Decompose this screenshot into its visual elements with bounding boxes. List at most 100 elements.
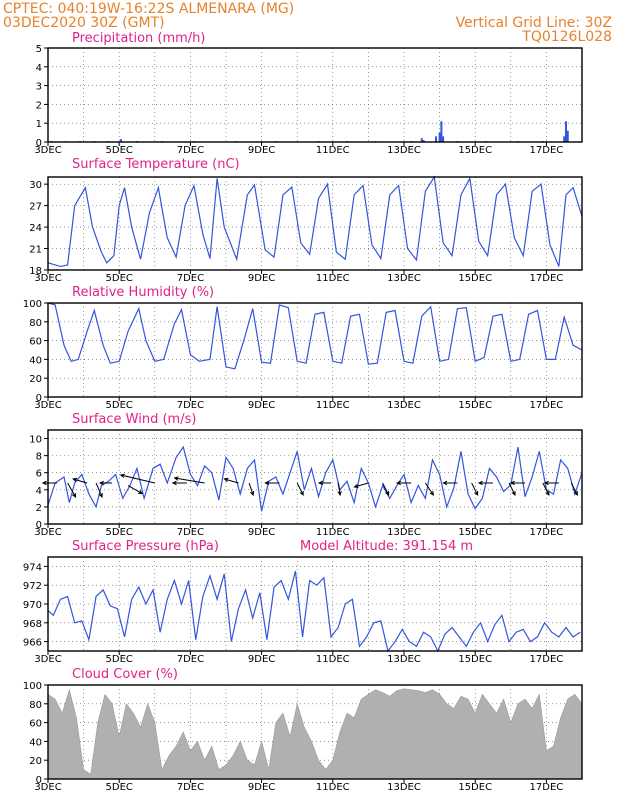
wind-arrow [477,480,493,486]
panel-frame [47,684,583,780]
y-tick-label: 970 [23,600,42,611]
x-tick-label: 11DEC [316,654,350,665]
x-tick-label: 3DEC [34,782,61,793]
panel-title-precip: Precipitation (mm/h) [72,31,205,46]
panel-frame [47,429,583,525]
x-tick-label: 17DEC [530,400,564,411]
y-tick-label: 10 [29,435,42,446]
x-tick-label: 3DEC [34,527,61,538]
x-tick-label: 5DEC [106,145,133,156]
x-tick-label: 7DEC [177,145,204,156]
panel-rh: Relative Humidity (%) 0 20 40 60 80 100 3DEC 5DE… [23,285,583,411]
x-tick-label: 17DEC [530,145,564,156]
y-tick-label: 24 [29,223,42,234]
panel-temp: Surface Temperature (nC) 18 21 24 27 30 3DEC 5D… [29,157,583,284]
y-tick-label: 80 [29,700,42,711]
precip-bar [420,138,423,142]
wind-arrow [471,482,479,497]
y-tick-label: 4 [36,486,42,497]
x-tick-label: 13DEC [387,527,421,538]
x-tick-label: 3DEC [34,654,61,665]
y-tick-label: 966 [23,638,42,649]
wind-arrow [67,482,77,498]
y-tick-label: 60 [29,337,42,348]
header-model-id: TQ0126L028 [521,29,612,45]
x-tick-label: 7DEC [177,782,204,793]
panel-pressure: Surface Pressure (hPa) Model Altitude: 39… [23,539,583,665]
precip-bar [435,136,438,142]
y-tick-label: 100 [23,681,42,692]
cloud-cover-area [47,688,583,780]
x-tick-label: 9DEC [248,273,275,284]
x-tick-label: 11DEC [316,400,350,411]
y-tick-label: 21 [29,245,42,256]
x-tick-label: 9DEC [248,400,275,411]
series-line-rh [47,302,583,370]
panel-title-temp: Surface Temperature (nC) [72,157,240,172]
x-tick-label: 17DEC [530,273,564,284]
precip-bar [440,121,443,142]
series-line-wind [47,445,583,512]
y-tick-label: 80 [29,318,42,329]
x-tick-label: 15DEC [458,527,492,538]
y-tick-label: 20 [29,374,42,385]
panels: Precipitation (mm/h) 0 1 2 3 4 5 3DEC 5DEC 7DEC 9D… [23,31,583,793]
y-tick-label: 5 [36,44,42,55]
wind-arrow [223,477,239,484]
x-tick-label: 5DEC [106,782,133,793]
x-tick-label: 7DEC [177,527,204,538]
panel-title-wind: Surface Wind (m/s) [72,412,196,427]
y-tick-label: 968 [23,619,42,630]
y-tick-label: 20 [29,756,42,767]
wind-arrow [395,480,412,486]
wind-arrow [248,482,255,497]
y-tick-label: 3 [36,82,42,93]
wind-arrow [570,482,578,497]
series-line-temp [47,175,583,268]
y-tick-label: 0 [36,520,42,531]
x-tick-label: 7DEC [177,273,204,284]
panel-frame [47,47,583,143]
x-tick-label: 5DEC [106,654,133,665]
header-run-time: 03DEC2020 30Z (GMT) [3,15,165,31]
y-tick-label: 40 [29,737,42,748]
x-tick-label: 17DEC [530,654,564,665]
wind-arrow [508,482,516,497]
wind-arrow [72,477,88,484]
x-tick-label: 5DEC [106,527,133,538]
x-tick-label: 11DEC [316,145,350,156]
x-tick-label: 13DEC [387,654,421,665]
header-station: CPTEC: 040:19W-16:22S ALMENARA (MG) [3,1,294,17]
y-tick-label: 0 [36,138,42,149]
x-tick-label: 11DEC [316,273,350,284]
x-tick-label: 13DEC [387,782,421,793]
panel-frame [47,556,583,652]
x-tick-label: 13DEC [387,273,421,284]
header-grid-line: Vertical Grid Line: 30Z [456,15,612,31]
x-tick-label: 15DEC [458,145,492,156]
wind-arrow [353,482,369,489]
wind-arrow [442,480,458,486]
series-line-pressure [47,570,581,653]
y-tick-label: 8 [36,452,42,463]
precip-bar [566,130,569,142]
x-tick-label: 17DEC [530,782,564,793]
wind-arrow [509,480,526,486]
y-tick-label: 100 [23,299,42,310]
wind-arrow [173,476,205,484]
wind-arrow [296,482,304,497]
y-tick-label: 40 [29,355,42,366]
x-tick-label: 7DEC [177,654,204,665]
wind-arrow [543,480,559,486]
wind-arrow [98,480,113,486]
panel-frame [47,302,583,398]
y-tick-label: 0 [36,775,42,786]
y-tick-label: 2 [36,503,42,514]
x-tick-label: 7DEC [177,400,204,411]
precip-bar [564,121,567,142]
panel-precip: Precipitation (mm/h) 0 1 2 3 4 5 3DEC 5DEC 7DEC 9D… [34,31,583,156]
wind-arrow [171,480,187,486]
precip-bar [442,136,445,142]
precip-bar [563,136,566,142]
